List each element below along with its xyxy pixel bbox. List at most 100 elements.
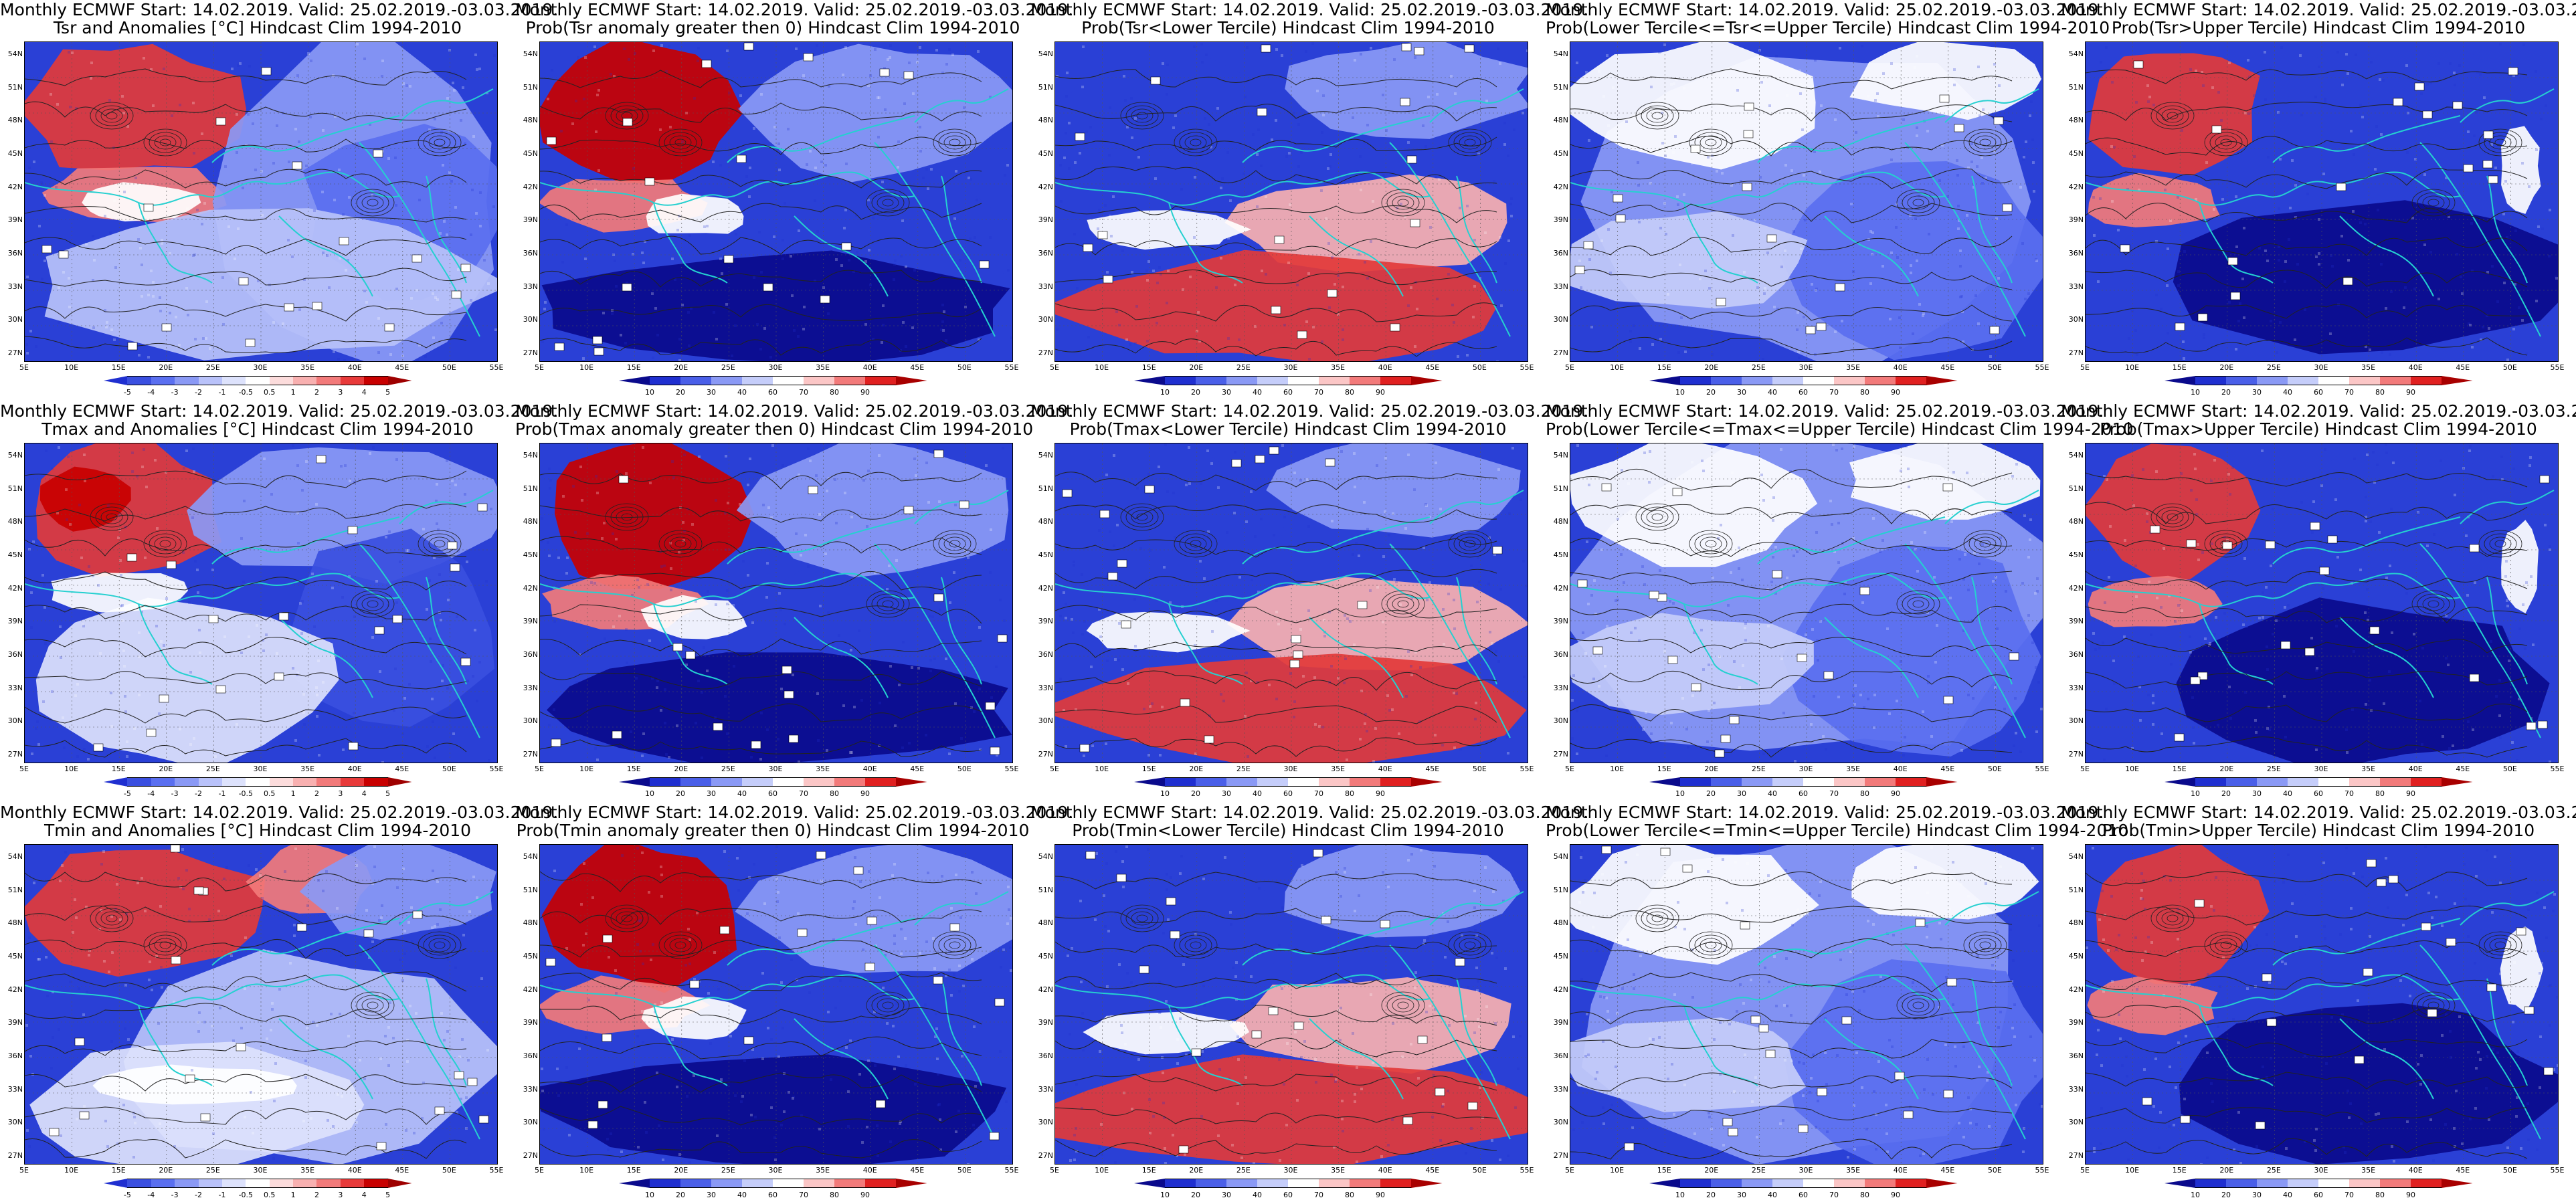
colorbar-label: -3 [171,388,179,397]
colorbar-swatch [104,376,128,385]
colorbar-label: 40 [1253,1191,1262,1199]
lat-label: 42N [7,583,23,593]
lat-label: 48N [7,918,23,928]
colorbar-label: 60 [768,789,777,798]
lon-label: 55E [1004,363,1019,372]
lat-label: 27N [1038,750,1053,759]
lat-label: 33N [1553,1084,1568,1094]
colorbar: 10 20 30 40 60 70 80 90 [619,376,927,397]
panel-header-line: Monthly ECMWF Start: 14.02.2019. Valid: … [2061,0,2576,19]
colorbar-label: 80 [2375,1191,2385,1199]
lat-label: 27N [7,750,23,759]
colorbar-label: 70 [1829,1191,1839,1199]
colorbar-swatch [1350,376,1381,385]
lat-label: 30N [523,315,538,324]
colorbar-label: -3 [171,789,179,798]
lon-label: 55E [2550,1166,2565,1175]
colorbar-label: 3 [338,388,343,397]
colorbar-label: 60 [768,1191,777,1199]
lat-label: 45N [7,550,23,559]
colorbar-label: -5 [123,789,131,798]
colorbar-swatch [865,777,897,787]
lat-label: 51N [2068,484,2084,493]
colorbar-swatch [1680,777,1712,787]
lon-label: 35E [300,1166,315,1175]
lat-label: 27N [2068,750,2084,759]
lon-label: 20E [1704,1166,1719,1175]
lat-label: 48N [1553,517,1568,526]
lat-label: 39N [523,215,538,225]
colorbar-label: -0.5 [238,1191,254,1199]
colorbar-swatch [387,376,412,385]
colorbar-swatch [2226,1179,2258,1188]
panel-title: Prob(Tmax anomaly greater then 0) Hindca… [515,419,1034,439]
colorbar-swatch [1711,777,1742,787]
colorbar-label: 80 [1860,388,1869,397]
lat-label: 39N [7,617,23,626]
colorbar-swatch [1742,376,1773,385]
colorbar-swatch [2318,1179,2350,1188]
colorbar-swatch [1288,1179,1319,1188]
colorbar-swatch [2195,1179,2227,1188]
lon-label: 25E [1236,363,1251,372]
lat-label: 48N [523,116,538,125]
colorbar-swatch [1165,376,1196,385]
colorbar-label: 80 [830,1191,839,1199]
lat-label: 51N [2068,82,2084,92]
lon-label: 25E [1751,363,1766,372]
colorbar-swatch [1319,376,1350,385]
lat-label: 54N [1038,451,1053,460]
colorbar-swatch [1772,376,1804,385]
colorbar-label: 2 [314,789,319,798]
colorbar: 10 20 30 40 60 70 80 90 [1134,777,1443,798]
colorbar-label: 60 [1283,388,1293,397]
lat-label: 48N [1038,116,1053,125]
lon-label: 20E [159,765,173,773]
lon-label: 55E [2035,765,2049,773]
colorbar-label: 30 [2252,789,2262,798]
lat-label: 42N [1038,583,1053,593]
lon-label: 5E [2080,363,2090,372]
colorbar-label: 20 [2221,1191,2231,1199]
colorbar-label: 30 [1737,388,1746,397]
lat-label: 45N [1038,952,1053,961]
colorbar-swatch [804,1179,835,1188]
lon-label: 5E [1565,765,1574,773]
forecast-map [1054,443,1528,763]
lat-label: 42N [523,583,538,593]
colorbar-label: 70 [2344,388,2354,397]
colorbar-label: 70 [2344,1191,2354,1199]
lon-label: 15E [2172,363,2187,372]
colorbar-swatch [2442,777,2473,787]
map-panel-15: Monthly ECMWF Start: 14.02.2019. Valid: … [2061,803,2576,1204]
forecast-map [2085,41,2559,362]
panel-header-line: Monthly ECMWF Start: 14.02.2019. Valid: … [515,401,1074,421]
lat-label: 33N [1553,282,1568,291]
colorbar-swatch [1926,376,1958,385]
lat-label: 51N [523,885,538,894]
colorbar-swatch [1803,1179,1835,1188]
lon-label: 45E [1940,1166,1955,1175]
lon-label: 15E [626,363,641,372]
lat-label: 48N [523,517,538,526]
colorbar-label: 20 [1706,789,1716,798]
panel-title: Prob(Tsr>Upper Tercile) Hindcast Clim 19… [2111,18,2526,37]
lon-label: 45E [1425,363,1440,372]
colorbar-swatch [1772,1179,1804,1188]
colorbar-swatch [2380,777,2411,787]
lat-label: 39N [2068,215,2084,225]
lat-label: 42N [1038,182,1053,191]
lat-label: 51N [1553,885,1568,894]
lon-label: 30E [768,1166,783,1175]
lon-label: 50E [2502,1166,2517,1175]
colorbar-label: 80 [1345,789,1354,798]
colorbar-label: -1 [218,789,226,798]
lon-label: 20E [1704,765,1719,773]
lon-label: 40E [347,765,362,773]
lat-label: 45N [7,952,23,961]
lon-label: 10E [1610,765,1625,773]
lon-label: 15E [111,1166,126,1175]
lon-label: 50E [1987,363,2002,372]
lat-label: 54N [523,852,538,861]
